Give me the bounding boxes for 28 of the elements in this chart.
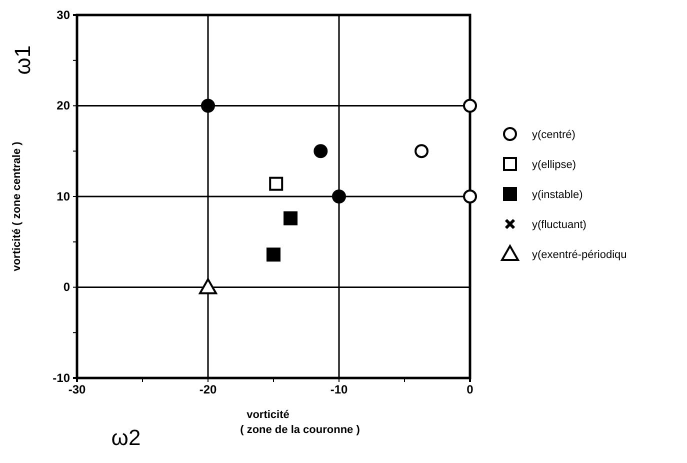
point [332,190,346,204]
point [463,98,477,113]
text: ω1 [10,45,35,75]
x-tick-label: 0 [466,382,474,397]
point [463,190,477,204]
y-axis-title: vorticité ( zone centrale ) [11,141,23,272]
legend-label: y(ellipse) [532,159,576,171]
point [269,176,284,191]
x-axis-title: vorticité ( zone de la couronne ) [240,409,360,436]
point [284,211,298,226]
point [314,144,328,158]
point [266,248,280,262]
legend-label: y(centré) [532,129,576,141]
x-tick-label: -10 [330,382,348,397]
y-tick-label: 20 [56,98,70,113]
x-tick-label: -30 [68,382,86,397]
point [199,278,217,294]
legend-label: y(fluctuant) [532,219,586,231]
point [201,98,215,113]
y-tick-label: 10 [56,189,70,204]
legend-label: y(instable) [532,189,583,201]
x-tick-label: -20 [199,382,217,397]
y-tick-label: -10 [52,370,70,385]
y-tick-label: 30 [56,8,70,22]
text: ω2 [111,425,141,450]
legend-label: y(exentré-périodiqu [532,249,627,261]
y-tick-label: 0 [63,280,70,294]
point [414,144,429,158]
